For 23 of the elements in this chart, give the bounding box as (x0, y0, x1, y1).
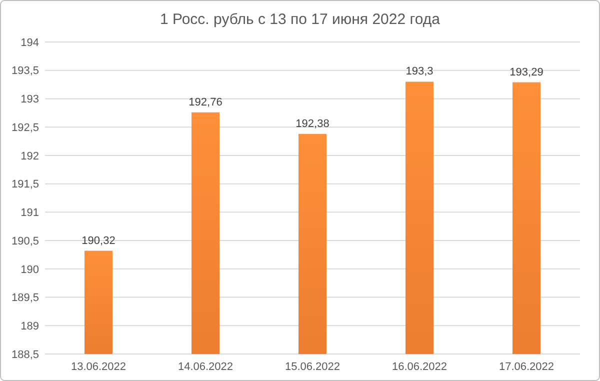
x-tick-label: 14.06.2022 (178, 361, 234, 373)
data-label: 193,3 (406, 66, 434, 78)
x-tick-label: 17.06.2022 (498, 361, 554, 373)
data-label: 190,32 (82, 234, 116, 247)
chart-title: 1 Росс. рубль с 13 по 17 июня 2022 года (160, 11, 441, 28)
y-tick-label: 192 (20, 150, 39, 162)
data-label: 192,38 (296, 118, 330, 130)
y-tick-label: 192,5 (11, 122, 39, 134)
y-tick-label: 193,5 (11, 65, 39, 78)
data-label: 192,76 (188, 96, 222, 108)
y-tick-label: 191,5 (11, 178, 39, 191)
y-tick-label: 189,5 (11, 292, 39, 304)
x-tick-label: 15.06.2022 (284, 361, 340, 373)
y-tick-label: 194 (20, 36, 39, 49)
y-tick-label: 189 (20, 320, 39, 332)
y-tick-label: 193 (20, 94, 39, 106)
y-tick-label: 191 (20, 207, 39, 220)
y-tick-label: 190 (20, 264, 39, 276)
x-tick-label: 16.06.2022 (392, 361, 448, 373)
y-tick-label: 190,5 (11, 235, 39, 248)
y-tick-label: 188,5 (11, 348, 39, 361)
data-label: 193,29 (510, 66, 544, 78)
x-tick-label: 13.06.2022 (70, 361, 126, 373)
